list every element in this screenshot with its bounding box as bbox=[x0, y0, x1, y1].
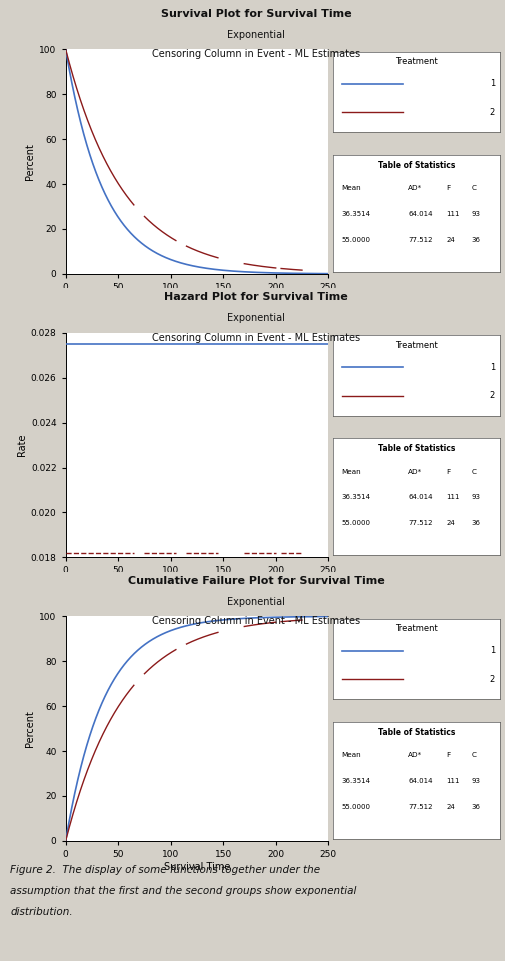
Text: Table of Statistics: Table of Statistics bbox=[378, 444, 456, 454]
Text: 77.512: 77.512 bbox=[408, 236, 433, 242]
Text: Treatment: Treatment bbox=[395, 341, 438, 350]
X-axis label: Survival Time: Survival Time bbox=[164, 295, 230, 305]
Text: 2: 2 bbox=[490, 675, 495, 683]
Text: Treatment: Treatment bbox=[395, 625, 438, 633]
Text: Cumulative Failure Plot for Survival Time: Cumulative Failure Plot for Survival Tim… bbox=[128, 576, 385, 585]
Text: F: F bbox=[446, 469, 451, 475]
Text: 36.3514: 36.3514 bbox=[341, 494, 371, 501]
Text: 2: 2 bbox=[490, 391, 495, 400]
Text: Exponential: Exponential bbox=[227, 30, 285, 39]
Text: 36.3514: 36.3514 bbox=[341, 777, 371, 784]
Text: 64.014: 64.014 bbox=[408, 494, 433, 501]
Text: 93: 93 bbox=[472, 210, 481, 217]
Text: Censoring Column in Event - ML Estimates: Censoring Column in Event - ML Estimates bbox=[152, 333, 361, 342]
Text: 55.0000: 55.0000 bbox=[341, 803, 371, 809]
Text: Survival Plot for Survival Time: Survival Plot for Survival Time bbox=[161, 9, 351, 18]
Text: 1: 1 bbox=[490, 647, 495, 655]
Text: 1: 1 bbox=[490, 363, 495, 372]
Text: 64.014: 64.014 bbox=[408, 210, 433, 217]
Text: Exponential: Exponential bbox=[227, 597, 285, 606]
Text: 55.0000: 55.0000 bbox=[341, 520, 371, 526]
Text: Mean: Mean bbox=[341, 752, 361, 758]
Text: 24: 24 bbox=[446, 520, 456, 526]
Text: 93: 93 bbox=[472, 494, 481, 501]
Text: C: C bbox=[472, 752, 477, 758]
Text: 93: 93 bbox=[472, 777, 481, 784]
Text: C: C bbox=[472, 185, 477, 191]
Text: 24: 24 bbox=[446, 236, 456, 242]
Text: AD*: AD* bbox=[408, 185, 423, 191]
Text: 36: 36 bbox=[472, 520, 481, 526]
Text: 24: 24 bbox=[446, 803, 456, 809]
Text: 55.0000: 55.0000 bbox=[341, 236, 371, 242]
Text: Treatment: Treatment bbox=[395, 58, 438, 66]
Text: C: C bbox=[472, 469, 477, 475]
Text: Mean: Mean bbox=[341, 185, 361, 191]
Text: F: F bbox=[446, 752, 451, 758]
Text: 36: 36 bbox=[472, 803, 481, 809]
Text: 77.512: 77.512 bbox=[408, 520, 433, 526]
Text: 36.3514: 36.3514 bbox=[341, 210, 371, 217]
X-axis label: Survival Time: Survival Time bbox=[164, 862, 230, 872]
Text: 111: 111 bbox=[446, 777, 460, 784]
Text: Table of Statistics: Table of Statistics bbox=[378, 160, 456, 170]
Text: Exponential: Exponential bbox=[227, 313, 285, 323]
Y-axis label: Percent: Percent bbox=[25, 143, 35, 180]
Text: 111: 111 bbox=[446, 494, 460, 501]
Text: 64.014: 64.014 bbox=[408, 777, 433, 784]
Text: F: F bbox=[446, 185, 451, 191]
Y-axis label: Rate: Rate bbox=[17, 433, 27, 456]
Text: 77.512: 77.512 bbox=[408, 803, 433, 809]
X-axis label: Survival Time: Survival Time bbox=[164, 579, 230, 588]
Text: 111: 111 bbox=[446, 210, 460, 217]
Text: 2: 2 bbox=[490, 108, 495, 116]
Text: assumption that the first and the second groups show exponential: assumption that the first and the second… bbox=[10, 886, 357, 896]
Text: 36: 36 bbox=[472, 236, 481, 242]
Text: AD*: AD* bbox=[408, 469, 423, 475]
Text: Censoring Column in Event - ML Estimates: Censoring Column in Event - ML Estimates bbox=[152, 49, 361, 59]
Text: Mean: Mean bbox=[341, 469, 361, 475]
Text: Table of Statistics: Table of Statistics bbox=[378, 727, 456, 737]
Text: distribution.: distribution. bbox=[10, 907, 73, 917]
Text: 1: 1 bbox=[490, 80, 495, 88]
Text: AD*: AD* bbox=[408, 752, 423, 758]
Y-axis label: Percent: Percent bbox=[25, 710, 35, 747]
Text: Hazard Plot for Survival Time: Hazard Plot for Survival Time bbox=[165, 292, 348, 302]
Text: Censoring Column in Event - ML Estimates: Censoring Column in Event - ML Estimates bbox=[152, 616, 361, 626]
Text: Figure 2.  The display of some functions together under the: Figure 2. The display of some functions … bbox=[10, 865, 320, 875]
